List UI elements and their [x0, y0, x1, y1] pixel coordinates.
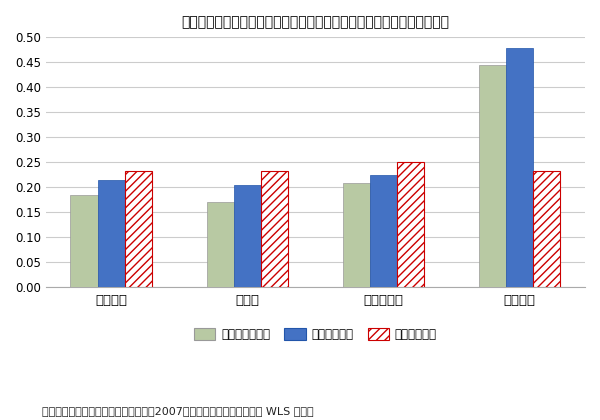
Legend: 大学院（男女）, 大学院（男）, 大学院（女）: 大学院（男女）, 大学院（男）, 大学院（女） — [190, 323, 442, 346]
Bar — [125, 171, 152, 287]
Bar — [397, 162, 424, 287]
Bar — [479, 65, 506, 287]
Bar — [343, 183, 370, 287]
Bar — [533, 171, 560, 287]
Text: （注）総務省「就業構造基本調査」（2007年）のセルデータを用いて WLS 推計。: （注）総務省「就業構造基本調査」（2007年）のセルデータを用いて WLS 推計… — [42, 406, 314, 416]
Title: 大学院卒の賃金プレミアム（年齢コントロール、雇用形態別・男女別）: 大学院卒の賃金プレミアム（年齢コントロール、雇用形態別・男女別） — [181, 15, 449, 29]
Bar — [370, 175, 397, 287]
Bar — [206, 202, 234, 287]
Bar — [506, 47, 533, 287]
Bar — [234, 185, 261, 287]
Bar — [261, 171, 288, 287]
Bar — [70, 195, 98, 287]
Bar — [98, 180, 125, 287]
